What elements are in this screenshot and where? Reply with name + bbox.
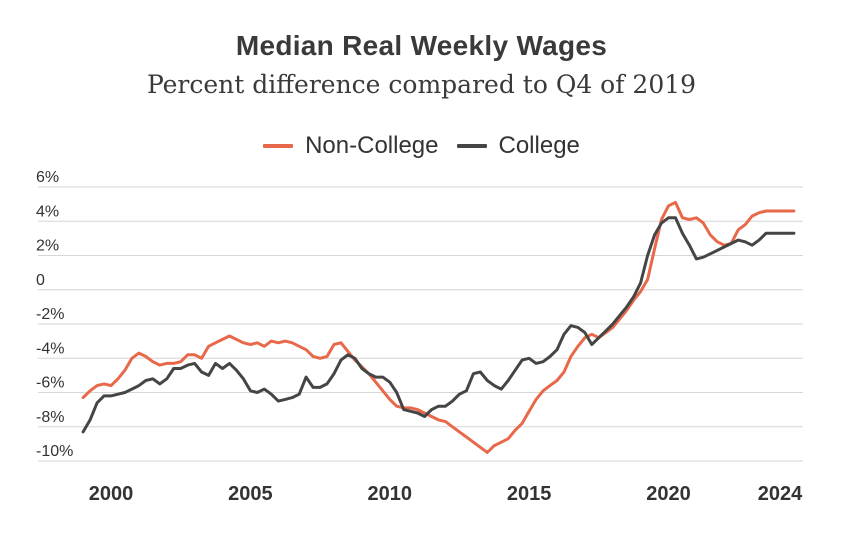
- y-tick-label: 2%: [36, 238, 59, 255]
- y-tick-label: 0: [36, 272, 45, 289]
- legend-label-college: College: [498, 132, 580, 159]
- x-tick-label: 2010: [368, 483, 413, 505]
- x-tick-label: 2020: [646, 483, 691, 505]
- series-line-non-college: [81, 200, 796, 454]
- chart-subtitle: Percent difference compared to Q4 of 201…: [146, 70, 697, 99]
- legend-label-non-college: Non-College: [305, 132, 439, 159]
- legend: Non-College College: [0, 132, 843, 160]
- y-tick-label: -2%: [36, 306, 64, 323]
- x-tick-label: 2024: [758, 483, 803, 505]
- y-tick-label: -10%: [36, 443, 73, 460]
- legend-item-non-college: Non-College: [263, 132, 439, 160]
- legend-item-college: College: [456, 132, 580, 160]
- legend-swatch-college: [456, 144, 487, 148]
- x-tick-label: 2015: [507, 483, 552, 505]
- y-tick-label: -6%: [36, 375, 64, 392]
- chart-title: Median Real Weekly Wages: [235, 30, 608, 61]
- legend-swatch-non-college: [263, 144, 294, 148]
- y-tick-label: -8%: [36, 409, 64, 426]
- x-tick-label: 2000: [89, 483, 134, 505]
- y-tick-label: 6%: [36, 169, 59, 186]
- y-tick-label: 4%: [36, 203, 59, 220]
- x-tick-label: 2005: [228, 483, 273, 505]
- y-tick-label: -4%: [36, 340, 64, 357]
- series-line-college: [81, 216, 796, 434]
